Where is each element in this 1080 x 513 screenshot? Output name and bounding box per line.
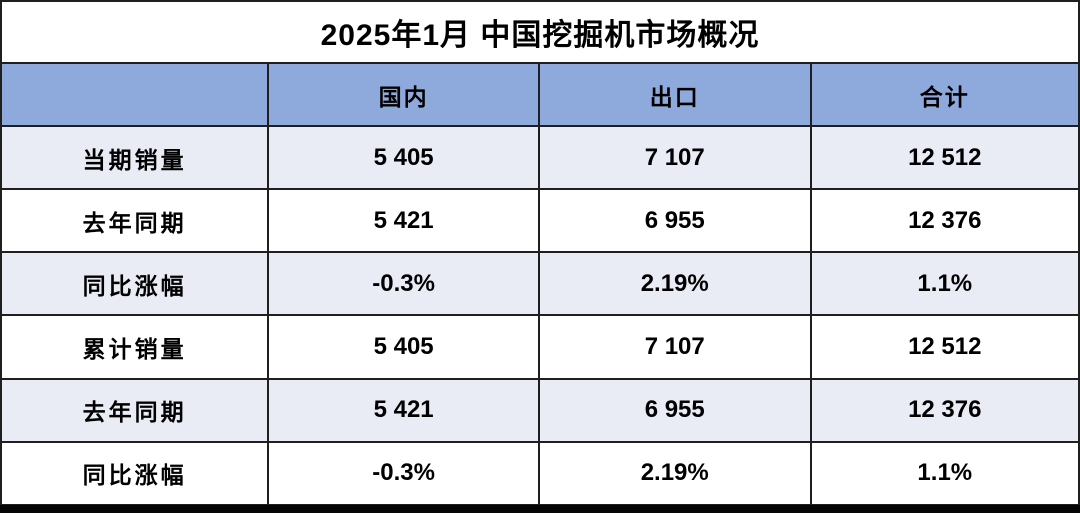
table-row: 同比涨幅 -0.3% 2.19% 1.1% [0, 440, 1080, 507]
table-row: 去年同期 5 421 6 955 12 376 [0, 188, 1080, 254]
value-cell: 6 955 [537, 377, 812, 443]
bottom-black-bar [0, 505, 1080, 513]
row-label: 去年同期 [0, 188, 270, 254]
table-body: 当期销量 5 405 7 107 12 512 去年同期 5 421 6 955 12 376… [0, 124, 1080, 507]
value-cell: 2.19% [537, 440, 812, 507]
page-title: 2025年1月 中国挖掘机市场概况 [0, 0, 1080, 64]
column-header-total: 合计 [809, 62, 1080, 127]
column-header-row: 国内 出口 合计 [0, 62, 1080, 127]
table-row: 同比涨幅 -0.3% 2.19% 1.1% [0, 251, 1080, 317]
value-cell: 5 405 [267, 314, 540, 380]
value-cell: 12 376 [809, 188, 1080, 254]
value-cell: -0.3% [267, 251, 540, 317]
title-row: 2025年1月 中国挖掘机市场概况 [0, 0, 1080, 64]
value-cell: 1.1% [809, 251, 1080, 317]
value-cell: 7 107 [537, 124, 812, 191]
value-cell: 5 421 [267, 377, 540, 443]
table-row: 当期销量 5 405 7 107 12 512 [0, 124, 1080, 191]
value-cell: 7 107 [537, 314, 812, 380]
value-cell: 6 955 [537, 188, 812, 254]
value-cell: 5 405 [267, 124, 540, 191]
value-cell: 1.1% [809, 440, 1080, 507]
value-cell: 12 512 [809, 124, 1080, 191]
row-label: 当期销量 [0, 124, 270, 191]
column-header-empty [0, 62, 270, 127]
row-label: 同比涨幅 [0, 251, 270, 317]
row-label: 同比涨幅 [0, 440, 270, 507]
table-row: 累计销量 5 405 7 107 12 512 [0, 314, 1080, 380]
value-cell: 2.19% [537, 251, 812, 317]
row-label: 去年同期 [0, 377, 270, 443]
row-label: 累计销量 [0, 314, 270, 380]
value-cell: 12 512 [809, 314, 1080, 380]
value-cell: -0.3% [267, 440, 540, 507]
column-header-export: 出口 [537, 62, 812, 127]
value-cell: 5 421 [267, 188, 540, 254]
column-header-domestic: 国内 [267, 62, 540, 127]
table-row: 去年同期 5 421 6 955 12 376 [0, 377, 1080, 443]
value-cell: 12 376 [809, 377, 1080, 443]
